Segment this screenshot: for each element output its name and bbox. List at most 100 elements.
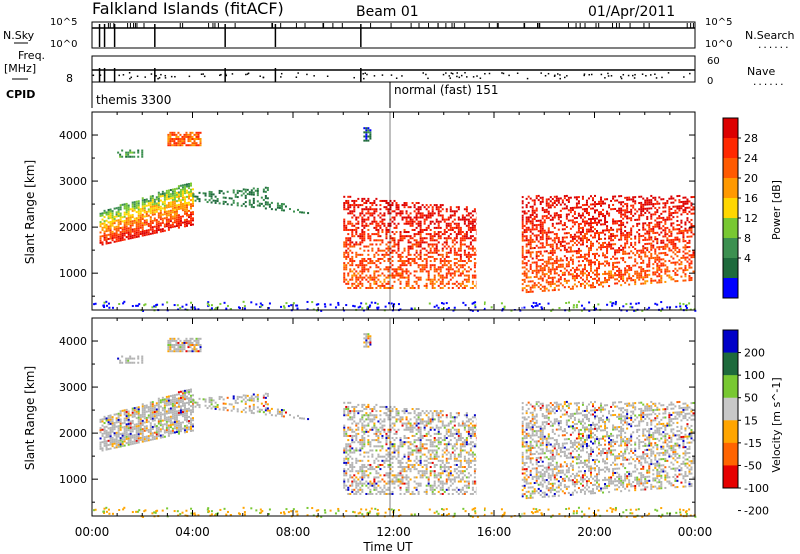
- power-cell: [545, 200, 548, 203]
- power-cell: [581, 270, 584, 273]
- power-cell: [144, 303, 147, 306]
- power-cell: [614, 261, 617, 264]
- power-cell: [189, 215, 192, 218]
- power-cell: [587, 280, 590, 283]
- power-cell: [349, 278, 352, 281]
- power-cell: [417, 216, 420, 219]
- power-cell: [563, 228, 566, 231]
- power-cell: [573, 270, 576, 273]
- power-cell: [614, 257, 617, 260]
- power-cell: [579, 270, 582, 273]
- power-cell: [214, 195, 217, 198]
- power-cell: [650, 213, 653, 216]
- power-cell: [682, 240, 685, 243]
- power-cell: [596, 279, 599, 282]
- power-cell: [648, 203, 651, 206]
- power-cell: [107, 213, 110, 216]
- power-cell: [585, 230, 588, 233]
- power-cell: [628, 196, 631, 199]
- power-cell: [393, 249, 396, 252]
- power-cell: [179, 184, 182, 187]
- power-cell: [467, 218, 470, 221]
- power-cell: [575, 202, 578, 205]
- power-cell: [141, 153, 144, 156]
- power-cell: [652, 244, 655, 247]
- velocity-cell: [119, 422, 122, 425]
- power-cell: [175, 195, 178, 198]
- power-cell: [407, 251, 410, 254]
- power-cell: [399, 260, 402, 263]
- power-cell: [561, 273, 564, 276]
- power-cell: [345, 199, 348, 202]
- power-cell: [471, 235, 474, 238]
- power-cell: [656, 256, 659, 259]
- power-cell: [461, 270, 464, 273]
- power-cell: [604, 221, 607, 224]
- power-cell: [535, 275, 538, 278]
- power-cell: [375, 204, 378, 207]
- power-cell: [600, 262, 603, 265]
- power-cell: [474, 306, 477, 309]
- power-cell: [660, 216, 663, 219]
- nave-point: [129, 77, 131, 80]
- power-cell: [529, 255, 532, 258]
- power-cell: [433, 249, 436, 252]
- velocity-cell: [109, 441, 112, 444]
- power-cell: [668, 249, 671, 252]
- power-cell: [541, 258, 544, 261]
- power-cell: [167, 135, 170, 138]
- power-cell: [111, 306, 114, 309]
- power-cell: [632, 225, 635, 228]
- power-cell: [385, 206, 388, 209]
- power-cell: [133, 203, 136, 206]
- power-cell: [306, 308, 309, 311]
- power-cell: [169, 213, 172, 216]
- power-cell: [171, 131, 174, 134]
- power-cell: [638, 249, 641, 252]
- power-cell: [407, 257, 410, 260]
- power-cell: [521, 256, 524, 259]
- power-cell: [449, 228, 452, 231]
- power-cell: [165, 206, 168, 209]
- velocity-cell: [117, 418, 120, 421]
- power-cell: [167, 133, 170, 136]
- power-cell: [465, 255, 468, 258]
- power-cell: [121, 149, 124, 152]
- power-cell: [575, 198, 578, 201]
- power-cell: [345, 304, 348, 307]
- nave-point: [476, 75, 478, 77]
- power-cell: [525, 204, 528, 207]
- power-cell: [361, 268, 364, 271]
- velocity-cell: [123, 432, 126, 435]
- power-cell: [397, 255, 400, 258]
- power-cell: [212, 199, 215, 202]
- power-cell: [401, 270, 404, 273]
- nave-point: [150, 73, 153, 75]
- power-cell: [539, 196, 542, 199]
- power-cell: [583, 266, 586, 269]
- power-cell: [620, 244, 623, 247]
- power-cell: [467, 212, 470, 215]
- power-cell: [459, 243, 462, 246]
- power-cell: [143, 205, 146, 208]
- power-cell: [453, 264, 456, 267]
- power-cell: [445, 241, 448, 244]
- power-cell: [638, 235, 641, 238]
- power-cell: [535, 215, 538, 218]
- power-cell: [543, 229, 546, 232]
- power-cell: [535, 244, 538, 247]
- power-cell: [670, 224, 673, 227]
- power-cell: [557, 228, 560, 231]
- power-cell: [439, 262, 442, 265]
- velocity-cell: [141, 407, 144, 410]
- power-cell: [644, 247, 647, 250]
- cpid-label: CPID: [6, 88, 35, 101]
- power-cell: [686, 200, 689, 203]
- power-cell: [650, 230, 653, 233]
- power-cell: [161, 230, 164, 233]
- power-cell: [577, 237, 580, 240]
- power-cell: [455, 251, 458, 254]
- power-cell: [640, 276, 643, 279]
- power-cell: [549, 249, 552, 252]
- power-cell: [171, 225, 174, 228]
